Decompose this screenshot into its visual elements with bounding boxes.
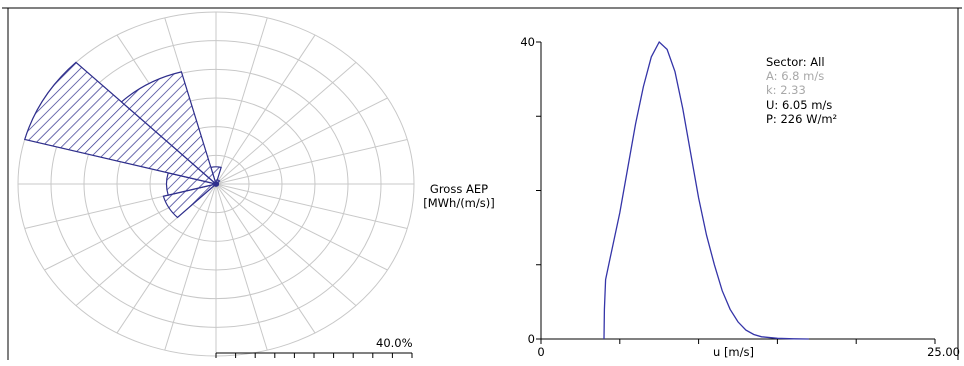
annotation-mean-speed: U: 6.05 m/s <box>766 98 832 112</box>
rose-grid-spoke <box>215 183 388 271</box>
rose-grid-spoke <box>215 183 357 306</box>
annotation-sector: Sector: All <box>766 55 825 69</box>
rose-scale-bar: 40.0% <box>215 336 413 358</box>
rose-grid-spoke <box>215 34 316 185</box>
rose-sector <box>23 61 217 185</box>
rose-grid-spoke <box>116 183 217 334</box>
y-axis-label: Gross AEP [MWh/(m/s)] <box>384 182 534 210</box>
rose-grid-spoke <box>215 97 388 185</box>
rose-grid-spoke <box>215 138 408 185</box>
rose-scale-label: 40.0% <box>376 336 413 350</box>
rose-scale-ticks <box>215 353 413 358</box>
rose-sectors <box>23 61 222 219</box>
rose-grid-spoke <box>215 62 357 185</box>
rose-sector <box>120 71 218 186</box>
y-tick-label-max: 40 <box>520 35 535 49</box>
y-tick-label-min: 0 <box>528 332 535 346</box>
annotation-weibull-k: k: 2.33 <box>766 83 806 97</box>
rose-sector <box>162 183 217 219</box>
aep-curve-line <box>603 40 809 340</box>
rose-grid-spoke <box>215 183 408 230</box>
x-tick-label-max: 25.00 <box>927 345 960 359</box>
rose-grid-spoke <box>164 183 217 351</box>
rose-grid-spoke <box>215 183 316 334</box>
rose-grid-spoke <box>215 183 268 351</box>
x-axis-ticks <box>540 339 936 344</box>
y-axis-label-line-1: Gross AEP <box>429 182 489 196</box>
y-axis-ticks <box>536 41 541 340</box>
x-axis-label: u [m/s] <box>713 345 754 359</box>
aep-distribution-plot: 40 0 0 25.00 u [m/s] Sector: All A: 6.8 … <box>520 35 960 359</box>
x-tick-label-min: 0 <box>537 345 544 359</box>
annotation-weibull-a: A: 6.8 m/s <box>766 69 824 83</box>
y-axis-label-line-2: [MWh/(m/s)] <box>423 196 495 210</box>
rose-grid <box>17 11 415 357</box>
rose-grid-spoke <box>215 17 268 185</box>
annotation-power-density: P: 226 W/m² <box>766 112 837 126</box>
wind-rose: 40.0% <box>17 11 415 358</box>
